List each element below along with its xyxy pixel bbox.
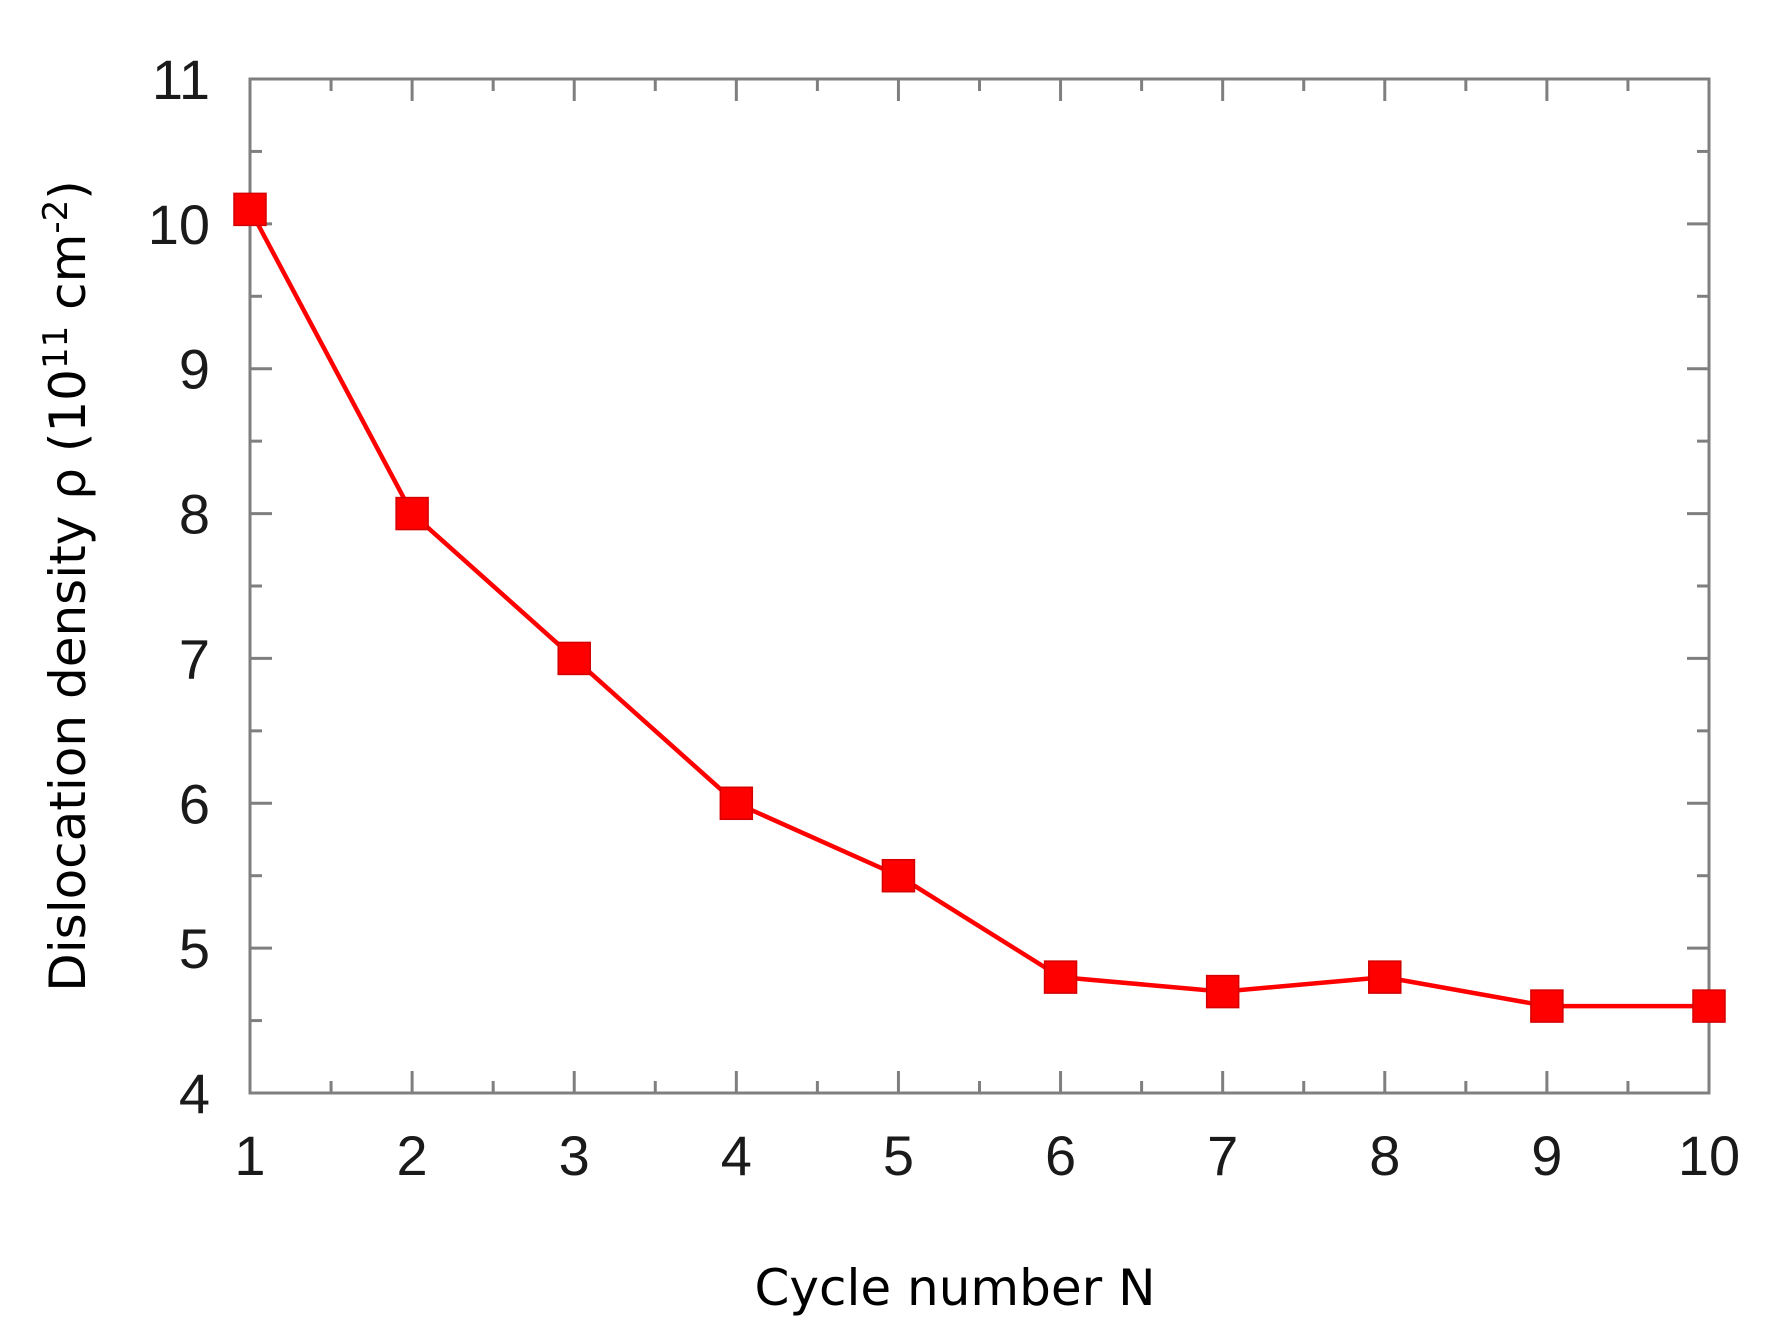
- y-tick-label: 11: [152, 48, 210, 111]
- axis-ticks: [248, 77, 1711, 1095]
- data-point-marker: [1530, 989, 1564, 1023]
- x-tick-label: 5: [883, 1124, 914, 1187]
- data-point-marker: [557, 641, 591, 676]
- y-tick-label: 9: [179, 338, 210, 401]
- x-tick-label: 6: [1045, 1124, 1076, 1187]
- x-tick-label: 3: [559, 1124, 590, 1187]
- y-axis-label-prefix: Dislocation density ρ (10: [39, 369, 97, 992]
- x-tick-label: 2: [397, 1124, 428, 1187]
- y-axis-label: Dislocation density ρ (1011 cm-2): [36, 180, 97, 992]
- x-tick-label: 7: [1207, 1124, 1238, 1187]
- x-tick-label: 8: [1369, 1124, 1400, 1187]
- x-tick-label: 4: [721, 1124, 752, 1187]
- y-tick-label: 8: [179, 483, 210, 546]
- plot-frame: [248, 77, 1711, 1095]
- data-markers: [233, 192, 1726, 1023]
- x-tick-labels: 1 2 3 4 5 6 7 8 9 10: [234, 1124, 1740, 1187]
- data-point-marker: [395, 496, 429, 531]
- data-point-marker: [233, 192, 267, 227]
- y-axis-label-exponent2: -2: [36, 200, 76, 234]
- series-line: [248, 208, 1709, 1009]
- x-tick-label: 9: [1531, 1124, 1562, 1187]
- y-tick-label: 10: [148, 193, 210, 256]
- y-tick-label: 7: [179, 627, 210, 690]
- x-tick-label: 10: [1678, 1124, 1740, 1187]
- y-axis-label-unit: cm: [39, 234, 97, 326]
- y-tick-labels: 4 5 6 7 8 9 10 11: [148, 48, 210, 1125]
- data-point-marker: [1205, 974, 1240, 1009]
- data-point-marker: [1692, 989, 1726, 1023]
- data-point-marker: [1368, 960, 1402, 994]
- y-tick-label: 6: [179, 772, 210, 835]
- y-tick-label: 4: [179, 1062, 210, 1125]
- y-axis-label-suffix: ): [39, 180, 97, 200]
- x-tick-label: 1: [234, 1124, 265, 1187]
- data-point-marker: [1043, 960, 1078, 994]
- data-point-marker: [881, 858, 916, 893]
- data-point-marker: [719, 786, 754, 821]
- y-axis-label-exponent: 11: [36, 326, 76, 369]
- x-axis-label: Cycle number N: [755, 1259, 1156, 1317]
- y-tick-label: 5: [179, 917, 210, 980]
